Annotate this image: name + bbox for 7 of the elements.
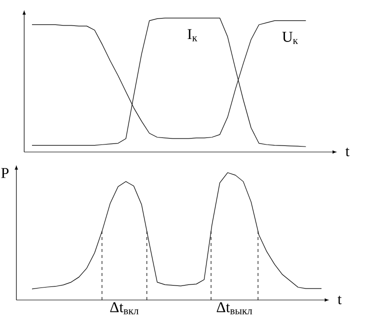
x-axis-title: t <box>338 296 342 304</box>
x-axis-title: t <box>346 148 350 156</box>
series-label: U$_{к}$ <box>282 32 298 44</box>
series-label: I$_{к}$ <box>188 29 198 42</box>
text: Δt$_{вкл}$ <box>110 302 138 314</box>
text: Δt$_{выкл}$ <box>216 302 252 314</box>
y-axis-title: P <box>1 168 9 178</box>
